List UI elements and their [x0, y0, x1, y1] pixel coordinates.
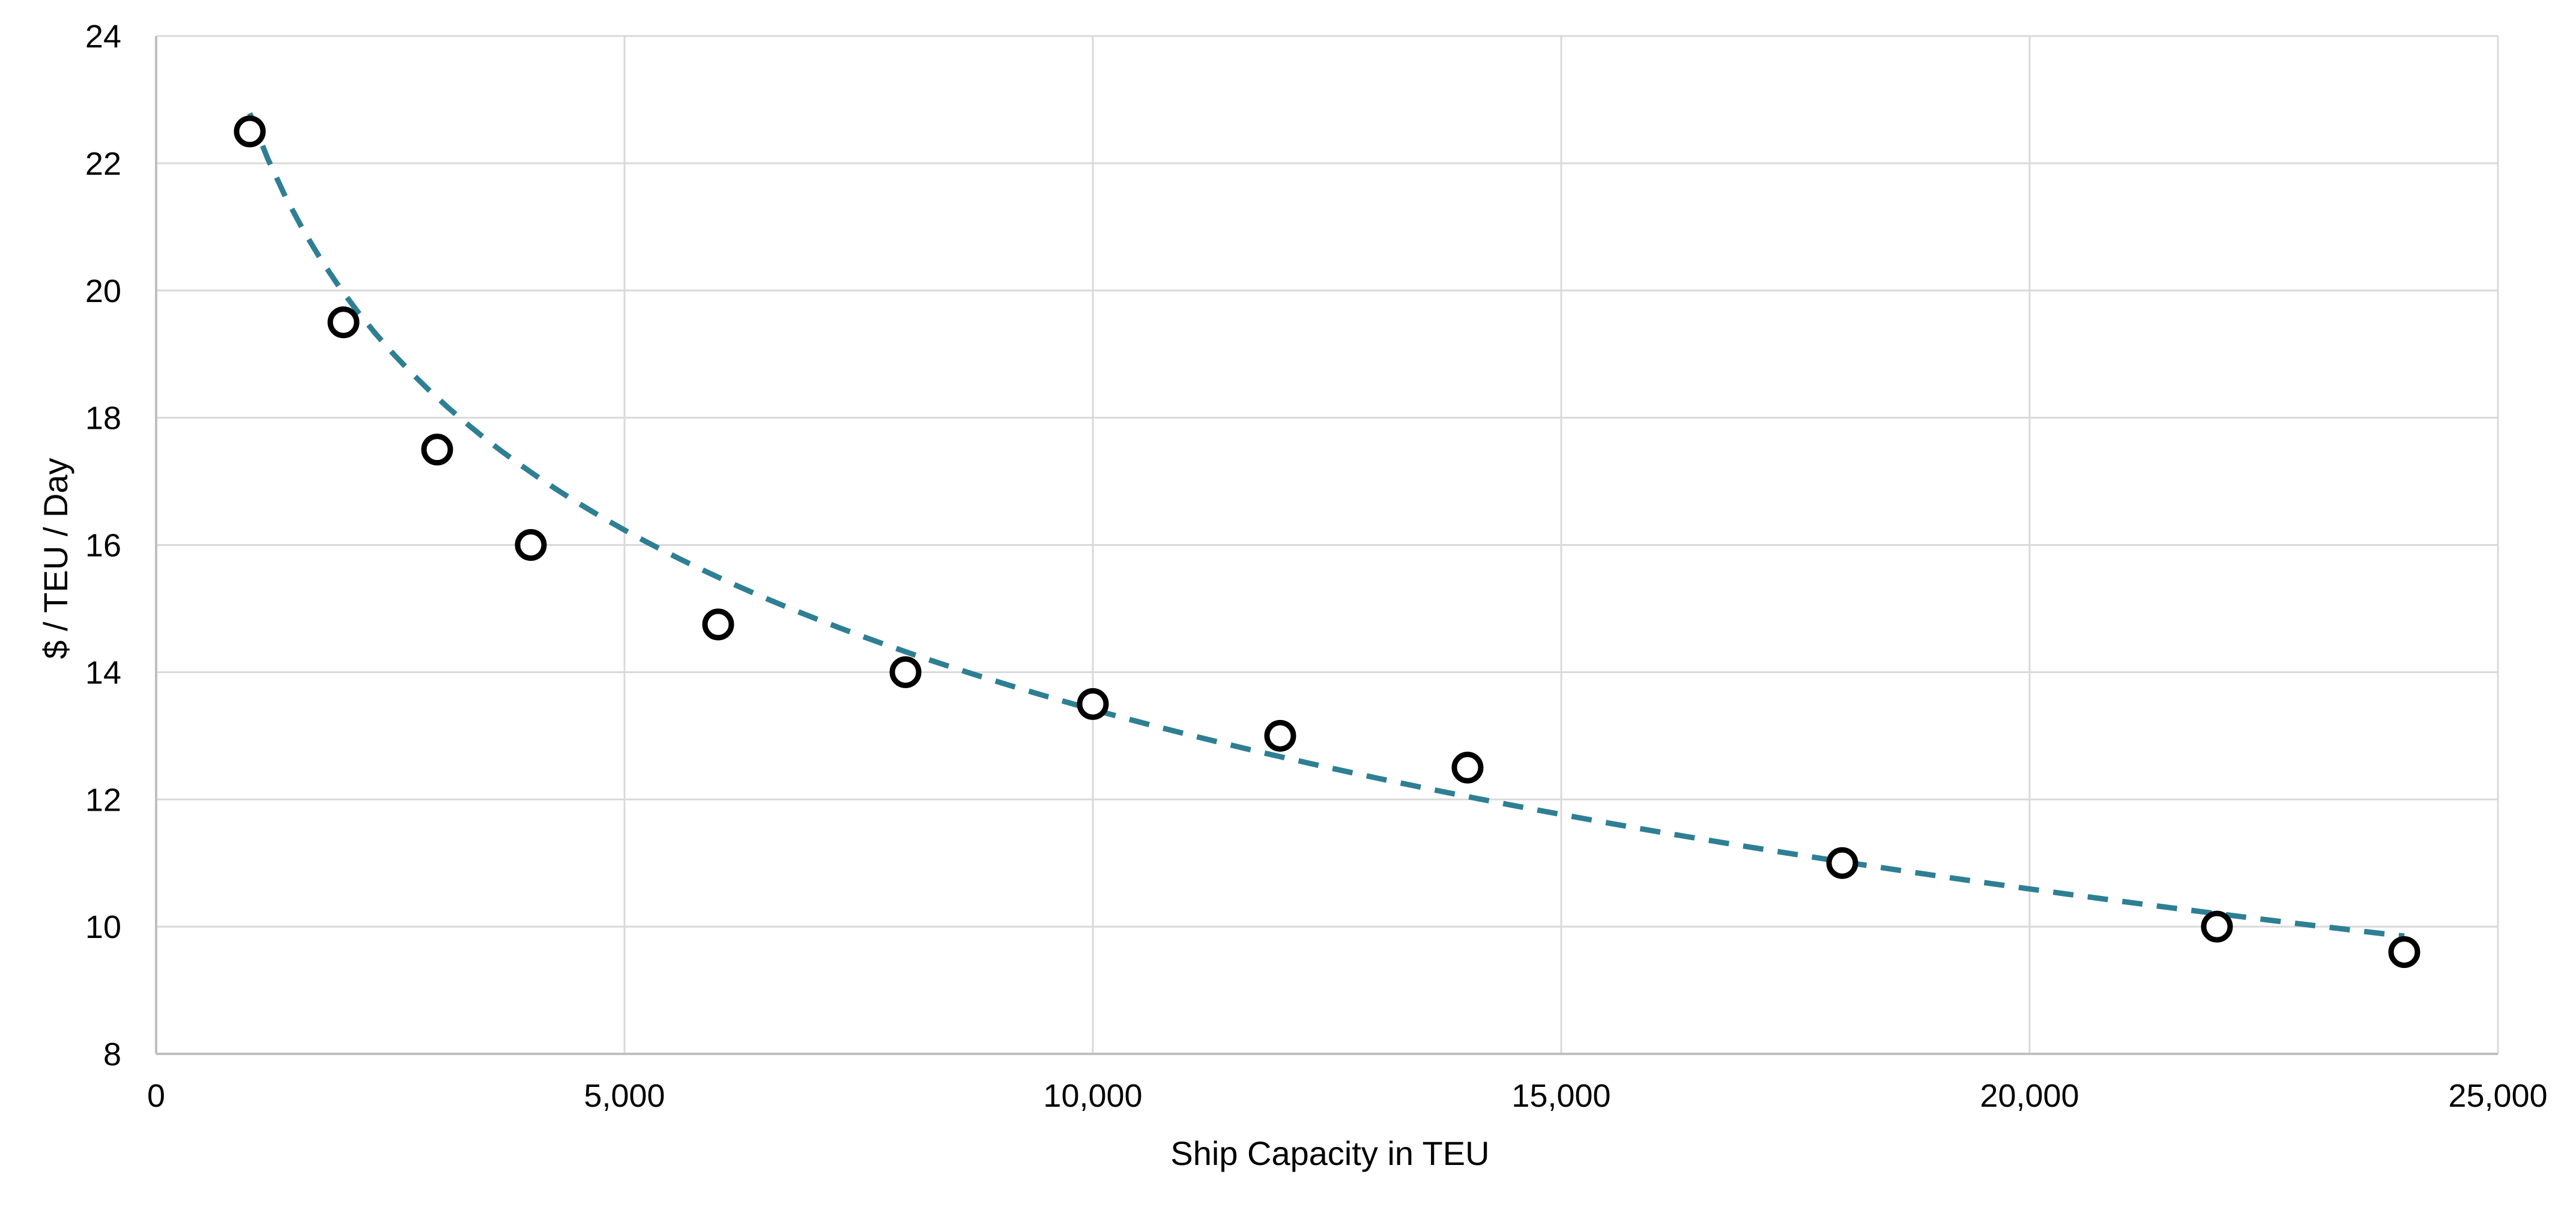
- y-tick-label: 10: [85, 909, 121, 945]
- data-point: [889, 656, 922, 688]
- y-tick-label: 8: [103, 1036, 121, 1072]
- data-point: [1451, 751, 1484, 784]
- trendline: [247, 112, 2405, 939]
- x-tick-labels: 0 5,000 10,000 15,000 20,000 25,000: [147, 1078, 2548, 1114]
- grid: [156, 35, 2499, 1054]
- y-tick-label: 20: [85, 273, 121, 309]
- y-tick-label: 24: [85, 19, 121, 55]
- data-point: [421, 434, 453, 466]
- y-tick-label: 16: [85, 528, 121, 564]
- data-point: [2388, 936, 2420, 968]
- y-axis-title: $ / TEU / Day: [37, 458, 74, 659]
- x-tick-label: 10,000: [1043, 1078, 1142, 1114]
- x-tick-label: 20,000: [1980, 1078, 2079, 1114]
- data-point: [2201, 910, 2233, 943]
- data-point: [1077, 688, 1109, 720]
- y-tick-labels: 8 10 12 14 16 18 20 22 24: [85, 19, 121, 1072]
- y-tick-label: 14: [85, 655, 121, 691]
- axes: [155, 36, 2498, 1055]
- y-tick-label: 22: [85, 146, 121, 182]
- data-point: [327, 306, 360, 339]
- data-point: [234, 115, 266, 148]
- trendline-layer: [247, 112, 2405, 939]
- y-tick-label: 18: [85, 401, 121, 437]
- data-point: [515, 529, 547, 561]
- x-tick-label: 0: [147, 1078, 165, 1114]
- data-point: [1264, 719, 1296, 752]
- x-tick-label: 5,000: [584, 1078, 665, 1114]
- x-tick-label: 15,000: [1511, 1078, 1610, 1114]
- x-axis-title: Ship Capacity in TEU: [1170, 1134, 1489, 1172]
- x-tick-label: 25,000: [2448, 1078, 2547, 1114]
- data-point: [702, 608, 734, 641]
- y-tick-label: 12: [85, 782, 121, 818]
- data-points: [234, 115, 2420, 968]
- data-point: [1826, 847, 1858, 879]
